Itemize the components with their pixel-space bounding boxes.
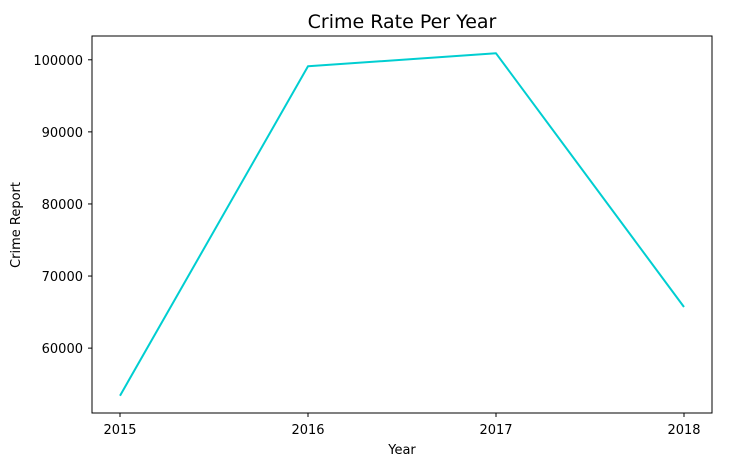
tick-layer: 2015 2016 2017 2018 60000 70000 80000 90000 1000… <box>33 54 700 438</box>
x-tick-label: 2018 <box>667 423 700 438</box>
chart-title: Crime Rate Per Year <box>308 11 497 33</box>
x-tick-label: 2016 <box>291 423 324 438</box>
y-tick-label: 70000 <box>42 270 83 285</box>
x-tick-label: 2017 <box>479 423 512 438</box>
y-axis-label: Crime Report <box>9 182 24 268</box>
y-tick-label: 60000 <box>42 342 83 357</box>
y-tick-label: 80000 <box>42 198 83 213</box>
plot-frame <box>91 35 713 414</box>
y-tick-label: 90000 <box>42 126 83 141</box>
x-tick-label: 2015 <box>103 423 136 438</box>
series-layer <box>119 52 685 397</box>
y-tick-label: 100000 <box>33 54 83 69</box>
x-axis-label: Year <box>387 443 416 458</box>
series-line <box>119 52 685 397</box>
